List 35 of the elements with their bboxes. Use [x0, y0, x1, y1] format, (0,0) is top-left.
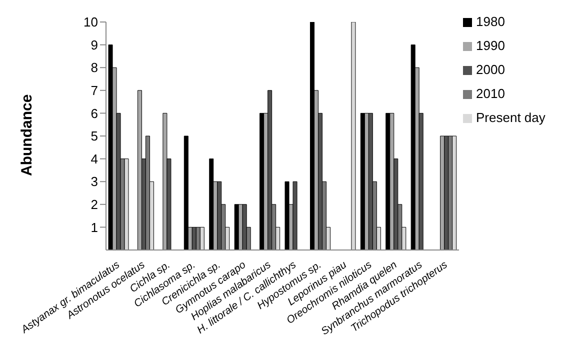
legend-label: 2010	[476, 86, 505, 101]
legend-label: Present day	[476, 110, 546, 125]
bar	[108, 44, 113, 250]
bar	[242, 204, 247, 250]
bar	[200, 226, 204, 250]
y-tick-label: 5	[90, 128, 98, 144]
bar	[137, 90, 142, 250]
y-axis-title: Abundance	[18, 94, 36, 176]
bar	[368, 112, 373, 250]
bar	[284, 181, 290, 250]
legend-label: 2000	[476, 62, 505, 77]
y-tick-label: 9	[90, 37, 98, 52]
bar	[310, 22, 314, 250]
y-tick-label: 8	[90, 60, 98, 76]
bar	[145, 136, 150, 250]
y-tick-label: 7	[90, 83, 98, 98]
y-tick-label: 4	[90, 151, 98, 166]
bar	[162, 112, 168, 250]
bar	[209, 158, 214, 250]
y-tick-label: 6	[90, 106, 98, 121]
bar	[292, 181, 298, 250]
y-tick-label: 3	[90, 174, 98, 190]
y-tick-label: 1	[90, 220, 98, 235]
y-tick-label: 2	[90, 197, 98, 212]
bar	[390, 112, 394, 250]
bar	[124, 158, 129, 250]
bar	[184, 136, 188, 250]
legend-label: 1990	[476, 38, 505, 53]
legend-label: 1980	[476, 14, 505, 29]
bar	[452, 136, 457, 250]
bar	[351, 22, 356, 250]
bar	[268, 90, 272, 250]
bar	[410, 44, 416, 250]
y-tick-label: 10	[84, 14, 98, 30]
bar	[217, 181, 222, 250]
